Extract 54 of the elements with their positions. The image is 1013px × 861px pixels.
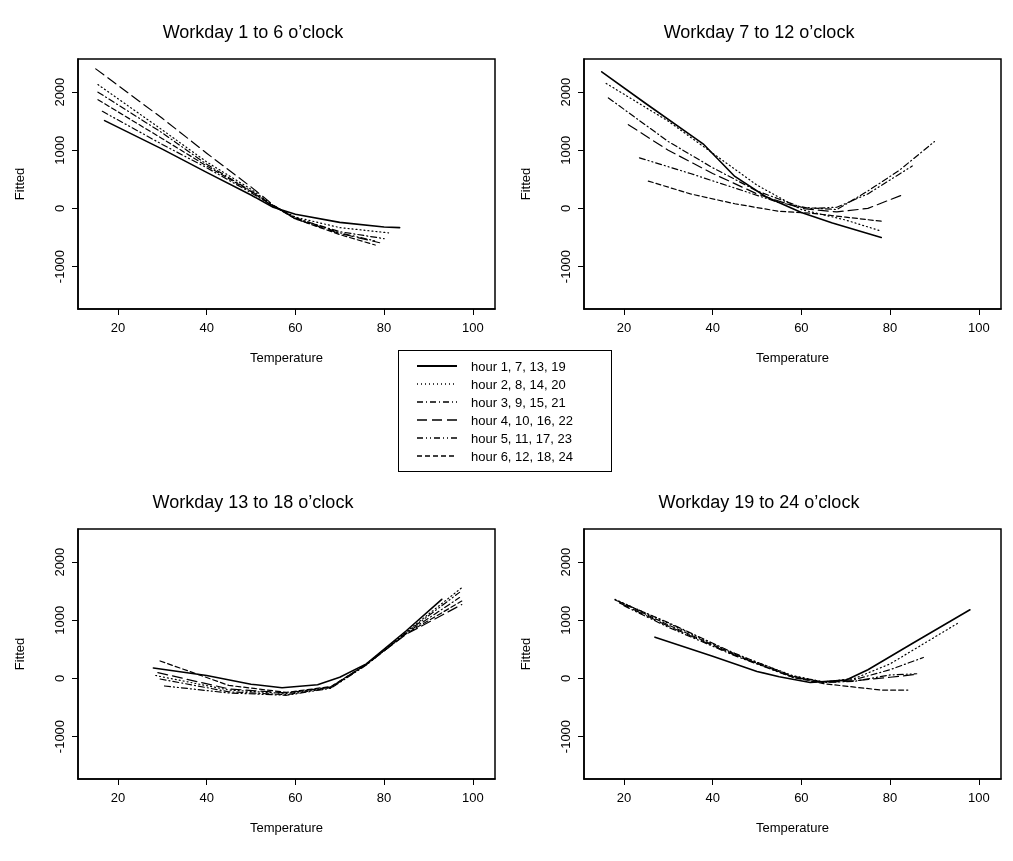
- legend-label: hour 3, 9, 15, 21: [471, 394, 566, 410]
- legend-label: hour 6, 12, 18, 24: [471, 448, 573, 464]
- y-tick-label: 2000: [52, 77, 67, 107]
- x-tick-label: 100: [967, 320, 990, 335]
- x-axis-title: Temperature: [756, 350, 829, 365]
- chart-title: Workday 19 to 24 o’clock: [658, 492, 861, 512]
- x-tick-label: 20: [110, 790, 126, 805]
- y-tick-label: 1000: [558, 605, 573, 635]
- y-tick-label: 2000: [558, 77, 573, 107]
- x-tick-label: 60: [288, 790, 303, 805]
- y-tick-label: 0: [558, 674, 573, 683]
- x-tick-label: 80: [882, 790, 898, 805]
- x-axis-title: Temperature: [250, 820, 323, 835]
- y-tick-label: -1000: [52, 249, 67, 284]
- x-tick-label: 60: [794, 320, 809, 335]
- y-tick-label: 1000: [558, 135, 573, 165]
- x-tick-label: 40: [199, 790, 214, 805]
- x-tick-label: 100: [461, 790, 484, 805]
- y-axis-title: Fitted: [518, 167, 533, 201]
- y-tick-label: 0: [558, 204, 573, 213]
- x-tick-label: 20: [110, 320, 126, 335]
- y-axis-title: Fitted: [12, 637, 27, 671]
- y-tick-label: 1000: [52, 605, 67, 635]
- y-tick-label: 2000: [558, 547, 573, 577]
- x-tick-label: 20: [616, 320, 632, 335]
- x-tick-label: 80: [376, 320, 392, 335]
- y-axis-title: Fitted: [518, 637, 533, 671]
- x-tick-label: 80: [882, 320, 898, 335]
- x-axis-title: Temperature: [756, 820, 829, 835]
- y-tick-label: 0: [52, 674, 67, 683]
- chart-title: Workday 7 to 12 o’clock: [663, 22, 856, 42]
- chart-title: Workday 13 to 18 o’clock: [152, 492, 355, 512]
- x-tick-label: 100: [461, 320, 484, 335]
- x-tick-label: 40: [705, 320, 720, 335]
- x-tick-label: 60: [794, 790, 809, 805]
- x-tick-label: 60: [288, 320, 303, 335]
- legend-label: hour 1, 7, 13, 19: [471, 358, 566, 374]
- chart-title: Workday 1 to 6 o’clock: [162, 22, 345, 42]
- x-tick-label: 40: [705, 790, 720, 805]
- x-tick-label: 40: [199, 320, 214, 335]
- legend-label: hour 5, 11, 17, 23: [471, 430, 572, 446]
- y-tick-label: -1000: [558, 249, 573, 284]
- x-tick-label: 100: [967, 790, 990, 805]
- y-tick-label: 2000: [52, 547, 67, 577]
- y-tick-label: -1000: [558, 719, 573, 754]
- x-axis-title: Temperature: [250, 350, 323, 365]
- x-tick-label: 20: [616, 790, 632, 805]
- x-tick-label: 80: [376, 790, 392, 805]
- y-tick-label: -1000: [52, 719, 67, 754]
- y-tick-label: 0: [52, 204, 67, 213]
- y-axis-title: Fitted: [12, 167, 27, 201]
- legend-label: hour 2, 8, 14, 20: [471, 376, 566, 392]
- legend-label: hour 4, 10, 16, 22: [471, 412, 573, 428]
- y-tick-label: 1000: [52, 135, 67, 165]
